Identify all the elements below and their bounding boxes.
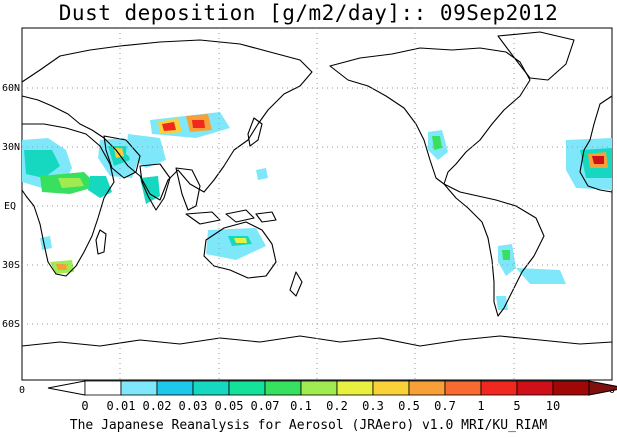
dust-area-horn-africa [88,176,112,198]
colorbar-box [264,380,302,396]
coastlines [21,31,613,347]
colorbar-right-triangle [588,380,617,396]
coastline-eurasia [21,39,313,201]
colorbar-tick-label: 0.03 [179,399,208,413]
colorbar-box [84,380,122,396]
coastline-india [139,163,171,211]
colorbar-tick-label: 0.1 [290,399,312,413]
colorbar-box [444,380,482,396]
coastline-australia [203,221,277,279]
dust-area-taklimakan-hot [162,122,176,131]
dust-area-south-africa-core [56,264,67,270]
lat-label-eq: EQ [4,201,16,212]
colorbar-box [408,380,446,396]
colorbar-box [516,380,554,396]
dust-area-west-africa-wrap-max [592,156,604,164]
colorbar-tick-label: 1 [477,399,484,413]
lat-label-60n: 60N [2,83,20,94]
dust-area-north-america-core [432,136,442,150]
colorbar-tick-label: 0.05 [215,399,244,413]
colorbar-tick-label: 0.7 [434,399,456,413]
colorbar [47,380,617,396]
colorbar-box [192,380,230,396]
coastline-japan [247,117,263,147]
colorbar-tick-label: 0.07 [251,399,280,413]
coastline-new-zealand [289,271,303,297]
lat-label-30s: 30S [2,260,20,271]
colorbar-box [228,380,266,396]
latitude-labels: 60N 30N EQ 30S 60S [2,83,20,330]
dust-area-sahel-core [58,178,84,188]
lat-label-60s: 60S [2,319,20,330]
colorbar-box [372,380,410,396]
colorbar-tick-label: 0.02 [143,399,172,413]
colorbar-box [480,380,518,396]
colorbar-box [156,380,194,396]
dust-area-south-america-core [502,250,510,260]
coastline-north-america [329,47,531,185]
coastline-arabia [103,135,141,179]
dust-area-southwest-africa [40,236,52,250]
dust-area-west-africa-core [24,150,60,178]
colorbar-tick-label: 0.3 [362,399,384,413]
coastline-madagascar [95,229,107,255]
coastline-se-asia [175,167,201,211]
colorbar-labels: 0 0.01 0.02 0.03 0.05 0.07 0.1 0.2 0.3 0.5 0.7 1 5 10 [81,399,560,413]
dust-area-north-pacific [256,168,268,180]
colorbar-box [120,380,158,396]
dust-area-south-atlantic [516,268,566,284]
colorbar-tick-label: 0.5 [398,399,420,413]
dust-area-gobi-hot [192,120,205,128]
coastline-south-america [443,183,545,317]
colorbar-tick-label: 0.01 [107,399,136,413]
lon-label-left: 0 [19,385,25,396]
coastline-europe-wrap [579,95,613,193]
coastline-africa [21,123,115,277]
dust-deposition-fields [22,112,612,310]
colorbar-tick-label: 0.2 [326,399,348,413]
coastline-indonesia [185,209,277,225]
colorbar-box [300,380,338,396]
lat-label-30n: 30N [2,142,20,153]
coastline-greenland [497,31,575,81]
colorbar-box [552,380,590,396]
colorbar-left-triangle [47,380,86,396]
colorbar-tick-label: 5 [513,399,520,413]
credit-line: The Japanese Reanalysis for Aerosol (JRA… [69,418,548,433]
map-title: Dust deposition [g/m2/day]:: 09Sep2012 [58,1,559,25]
colorbar-tick-label: 0 [81,399,88,413]
dust-area-australia-hot [234,238,247,243]
colorbar-tick-label: 10 [546,399,560,413]
dust-area-iran [126,134,166,168]
colorbar-box [336,380,374,396]
longitude-gridlines [119,28,515,380]
